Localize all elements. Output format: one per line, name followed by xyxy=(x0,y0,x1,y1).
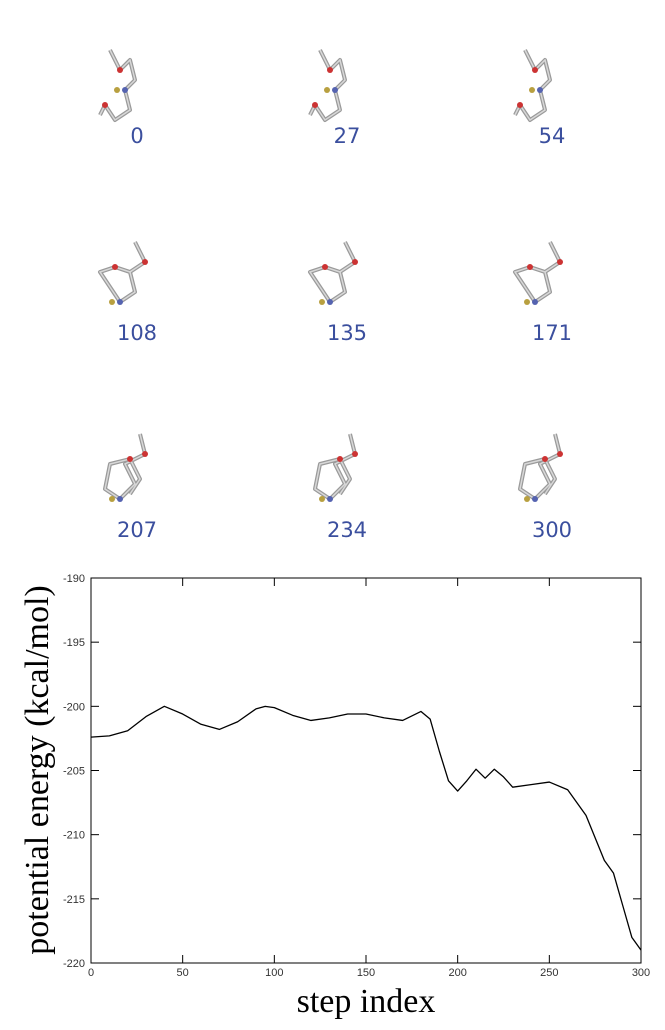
snapshot-label: 0 xyxy=(130,124,143,148)
snapshot-label: 54 xyxy=(539,124,566,148)
bond-chain-highlight xyxy=(519,433,561,500)
atom xyxy=(319,496,325,502)
bond-chain xyxy=(308,241,357,304)
x-tick-label: 250 xyxy=(540,967,558,979)
x-tick-label: 150 xyxy=(357,967,375,979)
atom xyxy=(117,299,123,305)
atom xyxy=(542,456,548,462)
molecule xyxy=(98,49,137,122)
y-axis-title: potential energy (kcal/mol) xyxy=(19,585,56,954)
x-axis-title: step index xyxy=(297,983,436,1020)
y-tick-label: -205 xyxy=(63,766,85,778)
atom xyxy=(102,102,108,108)
atom xyxy=(142,259,148,265)
atom xyxy=(327,67,333,73)
x-tick-label: 300 xyxy=(632,967,650,979)
molecule xyxy=(308,241,358,305)
data-line xyxy=(90,705,642,951)
snapshot-label: 300 xyxy=(532,518,572,542)
molecule xyxy=(513,49,552,122)
atom xyxy=(532,496,538,502)
atom xyxy=(532,67,538,73)
y-tick-label: -220 xyxy=(63,958,85,970)
molecule xyxy=(513,241,563,305)
atom xyxy=(127,456,133,462)
atom xyxy=(109,496,115,502)
atom xyxy=(524,299,530,305)
atom xyxy=(122,87,128,93)
bond-chain xyxy=(98,241,147,304)
x-tick-label: 200 xyxy=(448,967,466,979)
molecule xyxy=(518,433,563,502)
molecule xyxy=(308,49,347,122)
atom xyxy=(319,299,325,305)
atom xyxy=(327,496,333,502)
molecule xyxy=(98,241,148,305)
bond-chain xyxy=(518,433,562,501)
atom xyxy=(327,299,333,305)
x-tick-label: 50 xyxy=(177,967,189,979)
snapshot-label: 171 xyxy=(532,321,572,345)
snapshot-label: 234 xyxy=(327,518,367,542)
atom xyxy=(324,87,330,93)
atom xyxy=(337,456,343,462)
y-tick-label: -200 xyxy=(63,701,85,713)
y-tick-label: -215 xyxy=(63,894,85,906)
snapshot-label: 108 xyxy=(117,321,157,345)
atom xyxy=(532,299,538,305)
atom xyxy=(112,264,118,270)
bond-chain-highlight xyxy=(314,433,356,500)
snapshot-label: 27 xyxy=(334,124,361,148)
bond-chain-highlight xyxy=(514,49,551,122)
atom xyxy=(352,259,358,265)
bond-chain-highlight xyxy=(309,49,346,122)
bond-chain-highlight xyxy=(104,433,146,500)
atom xyxy=(352,451,358,457)
atom xyxy=(529,87,535,93)
atom xyxy=(557,259,563,265)
atom xyxy=(109,299,115,305)
atom xyxy=(537,87,543,93)
snapshot-label: 135 xyxy=(327,321,367,345)
atom xyxy=(312,102,318,108)
atom xyxy=(322,264,328,270)
x-tick-label: 0 xyxy=(88,967,94,979)
atom xyxy=(557,451,563,457)
atom xyxy=(332,87,338,93)
bond-chain xyxy=(103,433,147,501)
atom xyxy=(527,264,533,270)
atom xyxy=(142,451,148,457)
bond-chain-highlight xyxy=(99,49,136,122)
bond-chain xyxy=(313,433,357,501)
atom xyxy=(117,496,123,502)
plot-frame xyxy=(90,577,642,964)
x-tick-label: 100 xyxy=(265,967,283,979)
y-tick-label: -210 xyxy=(63,830,85,842)
atom xyxy=(117,67,123,73)
atom xyxy=(524,496,530,502)
atom xyxy=(114,87,120,93)
y-tick-label: -190 xyxy=(63,573,85,585)
bond-chain xyxy=(513,241,562,304)
molecule xyxy=(313,433,358,502)
y-tick-label: -195 xyxy=(63,637,85,649)
snapshot-label: 207 xyxy=(117,518,157,542)
atom xyxy=(517,102,523,108)
molecule xyxy=(103,433,148,502)
